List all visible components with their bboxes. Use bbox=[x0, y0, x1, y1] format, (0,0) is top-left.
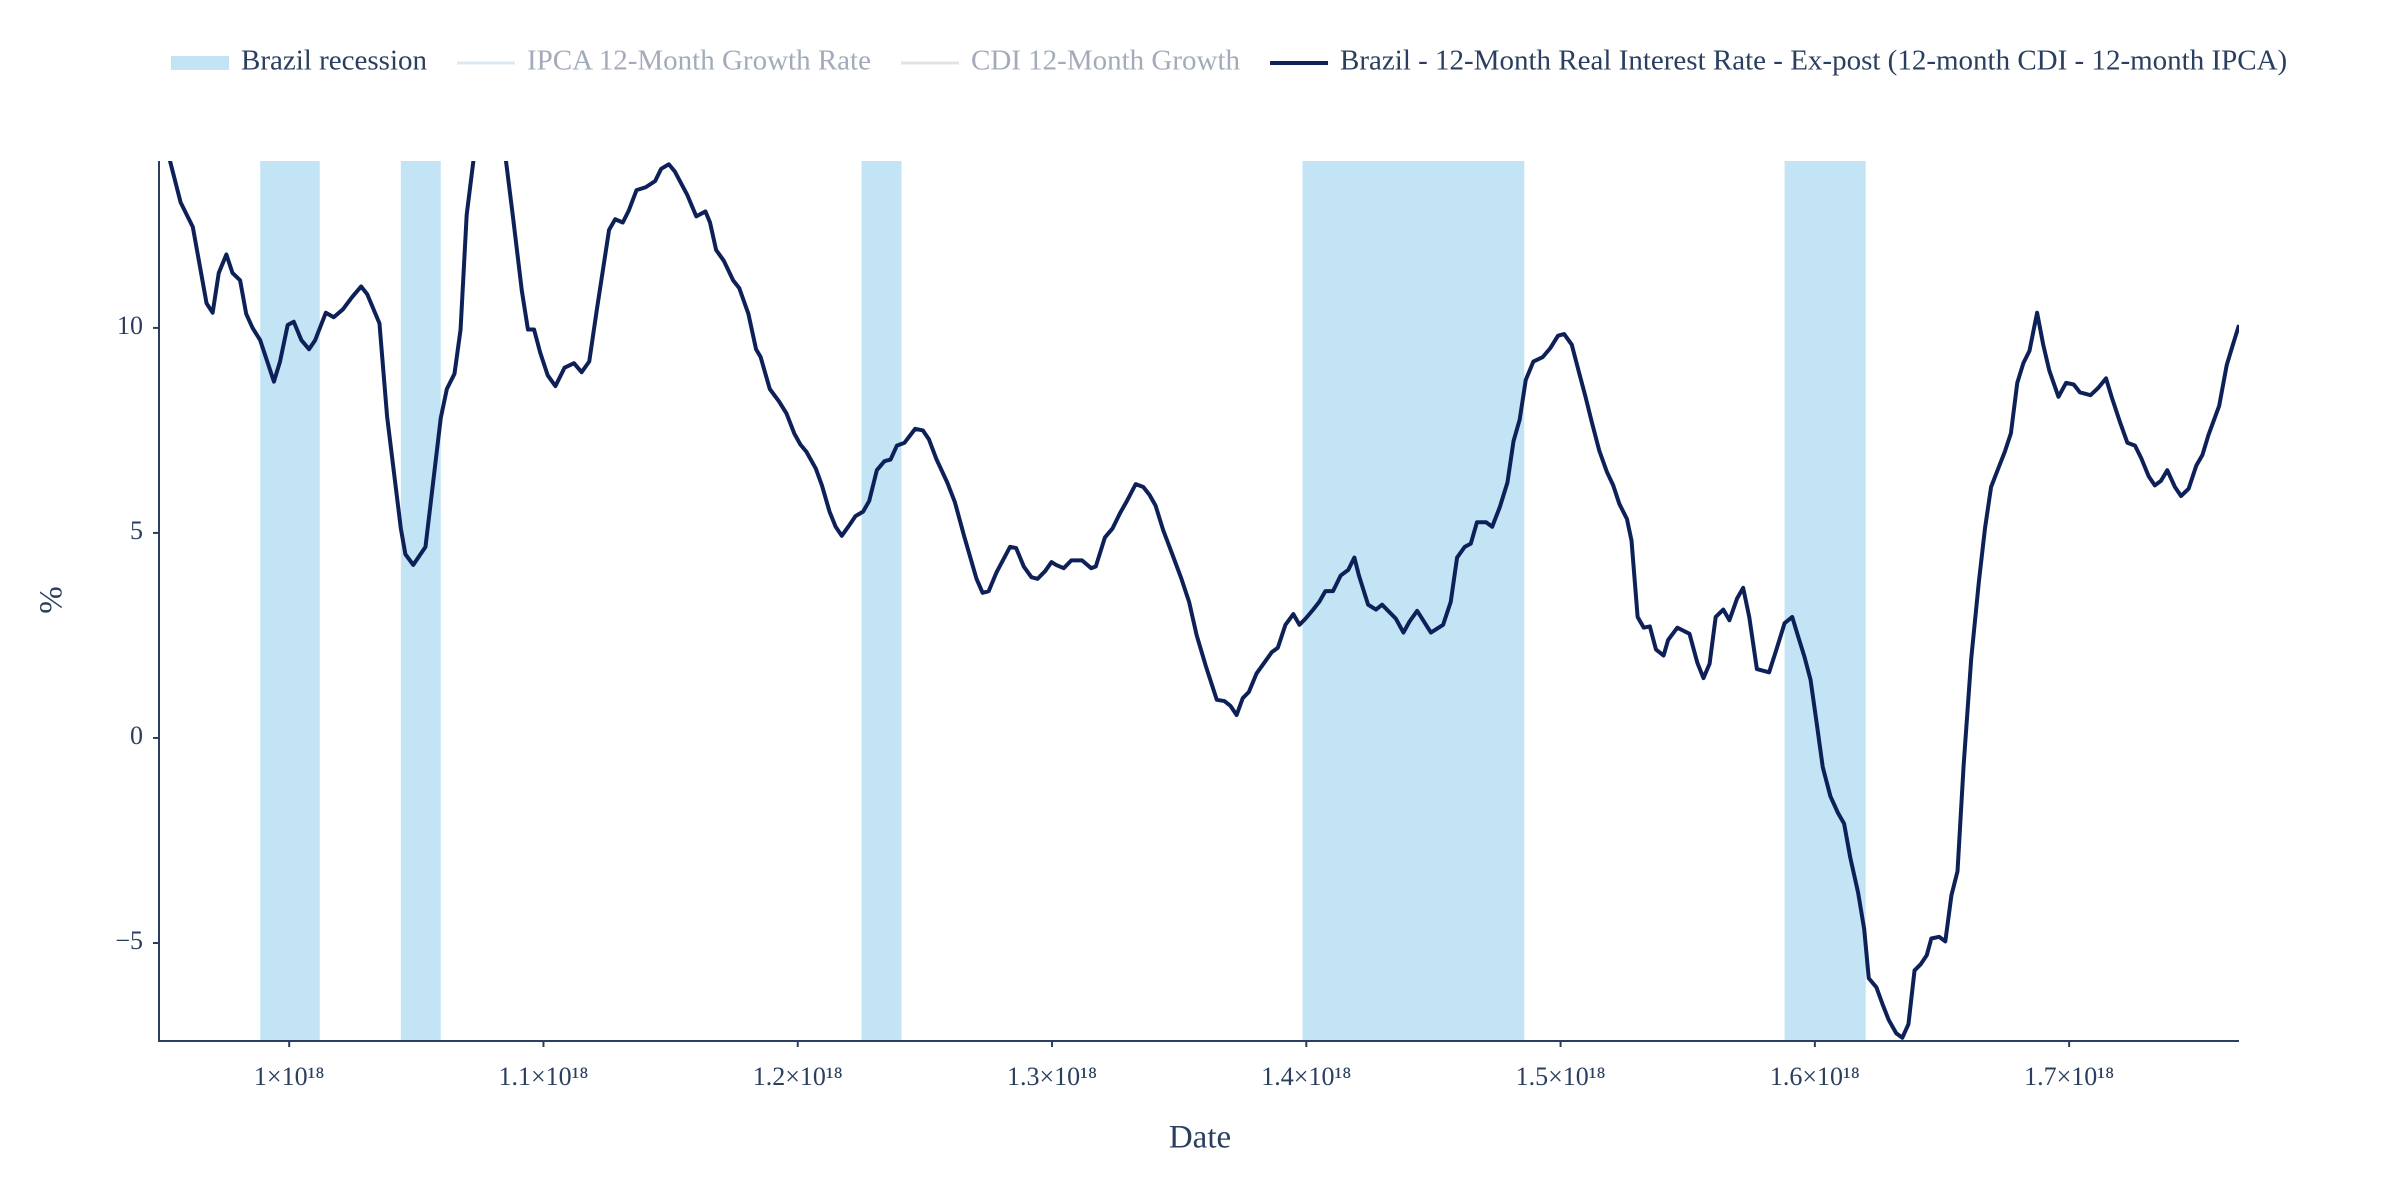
recession-band bbox=[1302, 161, 1525, 1041]
y-tick-label: 0 bbox=[130, 721, 143, 750]
legend-item: Brazil recession bbox=[171, 45, 428, 77]
recession-band bbox=[861, 161, 902, 1041]
y-axis-title: % bbox=[34, 586, 70, 614]
recession-band bbox=[1784, 161, 1866, 1041]
y-tick-label: 10 bbox=[117, 311, 143, 340]
x-tick-label: 1.6×10¹⁸ bbox=[1770, 1062, 1860, 1091]
recession-band bbox=[260, 161, 320, 1041]
x-tick-label: 1.2×10¹⁸ bbox=[753, 1062, 843, 1091]
data-line bbox=[167, 161, 2239, 1040]
legend-label: IPCA 12-Month Growth Rate bbox=[527, 45, 871, 77]
legend-item: IPCA 12-Month Growth Rate bbox=[457, 45, 871, 77]
legend-item: Brazil - 12-Month Real Interest Rate - E… bbox=[1270, 45, 2287, 77]
recession-band bbox=[400, 161, 441, 1041]
x-tick-label: 1.3×10¹⁸ bbox=[1007, 1062, 1097, 1091]
x-tick-label: 1.4×10¹⁸ bbox=[1261, 1062, 1351, 1091]
x-tick-label: 1.1×10¹⁸ bbox=[498, 1062, 588, 1091]
x-tick-label: 1.5×10¹⁸ bbox=[1516, 1062, 1606, 1091]
legend-label: Brazil recession bbox=[241, 45, 428, 77]
x-tick-label: 1×10¹⁸ bbox=[254, 1062, 325, 1091]
y-tick-label: 5 bbox=[130, 516, 143, 545]
plot-area bbox=[167, 161, 2239, 1041]
x-tick-label: 1.7×10¹⁸ bbox=[2024, 1062, 2114, 1091]
legend-label: Brazil - 12-Month Real Interest Rate - E… bbox=[1340, 45, 2287, 77]
y-tick-label: −5 bbox=[115, 926, 143, 955]
legend-item: CDI 12-Month Growth bbox=[900, 45, 1241, 77]
legend-label: CDI 12-Month Growth bbox=[971, 45, 1241, 77]
x-axis-title: Date bbox=[1169, 1120, 1231, 1156]
